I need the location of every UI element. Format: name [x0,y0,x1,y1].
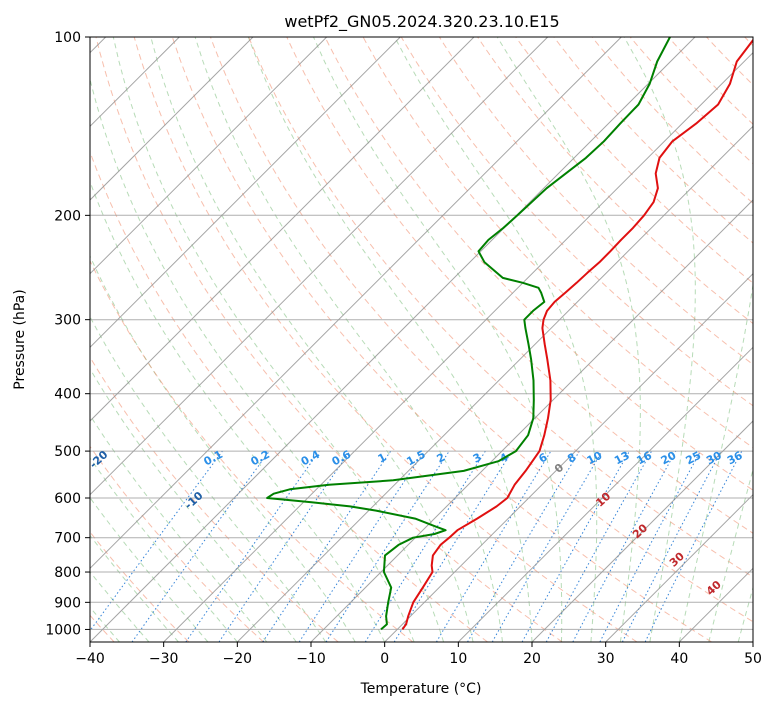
moist-adiabat-line [90,534,179,642]
dry-adiabat-line [90,445,264,642]
profiles [266,37,753,631]
isotherm-line [531,420,753,642]
dry-adiabat-line [90,259,414,642]
y-tick-label: 1000 [45,622,81,638]
moist-adiabat-line [112,37,445,642]
isobars [90,37,753,630]
x-tick-label: 50 [744,651,762,667]
isotherm-line [752,641,753,642]
y-axis: 100 200 300 400 500 600 700 800 900 1000 [45,30,90,638]
moist-adiabat-line [247,37,533,642]
isotherm-line [90,37,328,275]
mixing-ratio-line [131,450,270,642]
isotherm-line [90,37,622,570]
mixing-ratio-line [218,450,351,642]
x-tick-label: −20 [223,651,253,667]
moist-adiabat-line [90,496,209,642]
y-tick-label: 700 [54,531,81,547]
dry-adiabat-line [133,37,638,642]
dry-adiabat-line [171,37,712,642]
moist-adiabat-line [313,37,563,642]
moist-adiabat-line [394,37,598,642]
mixing-ratio-label: 36 [725,449,745,468]
mixing-ratio-line [644,450,743,642]
x-tick-label: 0 [380,651,389,667]
x-tick-label: 30 [597,651,615,667]
dry-adiabat-label: -30 [0,404,23,427]
isotherms [90,37,753,642]
moist-adiabat-line [90,76,415,642]
mixing-ratio-line [572,450,677,642]
y-tick-label: 900 [54,595,81,611]
y-axis-label: Pressure (hPa) [12,289,28,389]
y-tick-label: 200 [54,208,81,224]
isotherm-line [163,51,753,642]
mixing-ratio-line [185,450,320,642]
y-tick-label: 600 [54,491,81,507]
y-tick-label: 500 [54,444,81,460]
x-tick-label: 40 [670,651,688,667]
moist-adiabat-line [496,37,641,642]
y-tick-label: 800 [54,565,81,581]
isotherm-line [605,493,753,642]
dry-adiabat-line [210,37,753,623]
isotherm-line [90,37,549,496]
x-tick-label: −40 [75,651,105,667]
mixing-ratio-line [262,450,392,642]
y-tick-label: 400 [54,387,81,403]
y-tick-label: 100 [54,30,81,46]
mixing-ratio-line [90,450,223,632]
mixing-ratio-label: 30 [704,449,724,468]
dry-adiabat-line [629,37,753,165]
isotherm-line [457,346,753,642]
plot-area: -100-90-80-70-60-50-40-30-20-10010203040… [0,37,775,642]
dry-adiabat-line [515,37,753,284]
dry-adiabat-line [400,37,753,407]
dry-adiabat-line [477,37,753,325]
dry-adiabat-line [324,37,753,491]
isotherm-line [236,125,753,642]
mixing-ratio-line [325,450,450,642]
x-tick-label: 20 [523,651,541,667]
isotherm-line [90,37,254,201]
moist-adiabat-line [90,414,268,642]
mixing-ratio-line [393,450,513,642]
x-axis-label: Temperature (°C) [360,681,482,697]
moist-adiabat-line [623,37,696,642]
dry-adiabat-line [95,37,563,642]
mixing-ratio-label: 20 [659,449,679,468]
isotherm-line [90,37,696,642]
moist-adiabat-line [90,457,238,642]
isotherm-line [90,37,401,349]
y-tick-label: 300 [54,313,81,329]
mixing-ratio-label: 16 [634,449,654,468]
chart-title: wetPf2_GN05.2024.320.23.10.E15 [284,12,559,32]
moist-adiabat-line [90,180,386,642]
mixing-ratio-line [298,450,425,642]
temperature-profile-line [401,38,753,630]
moist-adiabat-line [768,37,775,642]
moist-adiabat-line [90,254,356,642]
x-axis: −40 −30 −20 −10 0 10 20 30 40 50 [75,642,762,667]
x-tick-label: 10 [449,651,467,667]
mixing-ratio-label: 13 [612,449,632,468]
x-tick-label: −10 [296,651,326,667]
dry-adiabat-line [248,37,753,578]
mixing-ratio-lines [90,450,743,642]
mixing-ratio-line [545,450,653,642]
dry-adiabat-line [591,37,753,204]
mixing-ratio-line [521,450,630,642]
isotherm-line [384,272,753,642]
mixing-ratio-label: 25 [684,449,704,468]
plot-frame [89,36,754,643]
dewpoint-profile-line [266,37,671,631]
isotherm-line [90,37,475,422]
isotherm-line [310,199,753,642]
mixing-ratio-label: 10 [585,449,605,468]
x-tick-label: −30 [149,651,179,667]
